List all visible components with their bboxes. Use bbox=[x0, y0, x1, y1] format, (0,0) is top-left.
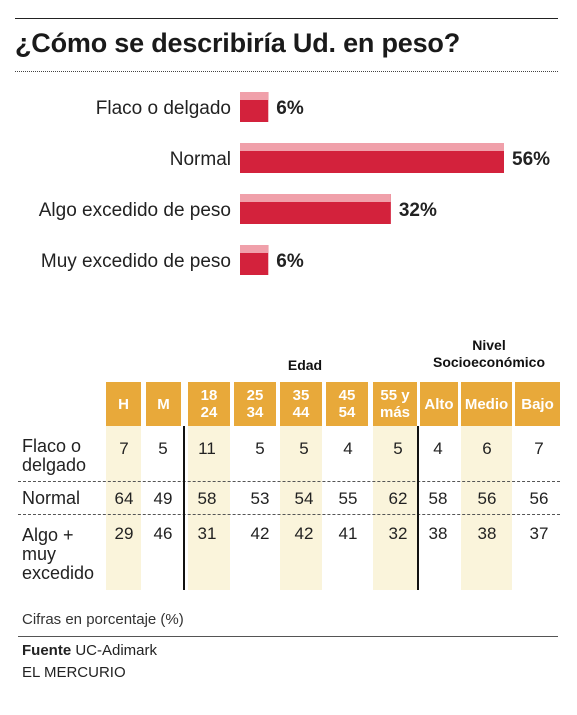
table-cell: 56 bbox=[529, 489, 549, 508]
row-divider bbox=[18, 481, 560, 482]
table-cell: 58 bbox=[197, 489, 217, 508]
table-cell: 42 bbox=[250, 524, 270, 543]
bar-value-label: 56% bbox=[512, 149, 550, 170]
bar-category-label: Algo excedido de peso bbox=[39, 200, 231, 221]
table-cell: 5 bbox=[158, 439, 168, 458]
table-cell: 11 bbox=[198, 439, 216, 458]
table-cell: 37 bbox=[529, 524, 549, 543]
publisher: EL MERCURIO bbox=[22, 664, 126, 681]
column-header-25-34: 25 34 bbox=[234, 382, 276, 426]
table-cell: 62 bbox=[388, 489, 408, 508]
bar-highlight bbox=[240, 92, 269, 100]
row-label-normal: Normal bbox=[22, 488, 81, 508]
bar-chart: Flaco o delgado 6% Normal 56% Algo excedido … bbox=[39, 92, 550, 275]
bar-highlight bbox=[240, 245, 269, 253]
column-header-18-24: 18 24 bbox=[188, 382, 230, 426]
row-label-excedido: Algo + muy excedido bbox=[22, 525, 95, 583]
table-cell: 64 bbox=[114, 489, 134, 508]
table-cell: 5 bbox=[255, 439, 265, 458]
group-header-edad: Edad bbox=[287, 357, 323, 373]
column-header-alto: Alto bbox=[420, 382, 458, 426]
table-cell: 38 bbox=[477, 524, 497, 543]
column-header-35-44: 35 44 bbox=[280, 382, 322, 426]
table-cell: 53 bbox=[250, 489, 270, 508]
table-cell: 41 bbox=[338, 524, 358, 543]
page-title: ¿Cómo se describiría Ud. en peso? bbox=[15, 28, 461, 58]
group-divider bbox=[183, 426, 185, 590]
bar-value-label: 32% bbox=[399, 200, 437, 221]
column-header-m: M bbox=[146, 382, 181, 426]
bar-highlight bbox=[240, 143, 504, 151]
column-highlight-18-24 bbox=[188, 426, 230, 590]
footnote: Cifras en porcentaje (%) bbox=[22, 611, 184, 628]
column-highlight-medio bbox=[461, 426, 512, 590]
table-cell: 58 bbox=[428, 489, 448, 508]
column-header-55: 55 y más bbox=[373, 382, 417, 426]
table-cell: 46 bbox=[153, 524, 173, 543]
table-cell: 5 bbox=[393, 439, 403, 458]
column-highlight-h bbox=[106, 426, 141, 590]
table-cell: 54 bbox=[294, 489, 314, 508]
table-cell: 38 bbox=[428, 524, 448, 543]
table-cell: 29 bbox=[114, 524, 134, 543]
table-cell: 56 bbox=[477, 489, 497, 508]
table-cell: 31 bbox=[197, 524, 217, 543]
table-cell: 7 bbox=[119, 439, 129, 458]
table-cell: 5 bbox=[299, 439, 309, 458]
row-label-flaco: Flaco o delgado bbox=[22, 436, 87, 475]
source-line: Fuente UC-Adimark bbox=[22, 642, 158, 659]
group-header-nivel: Nivel Socioeconómico bbox=[432, 337, 546, 370]
footer-rule bbox=[18, 636, 558, 637]
group-divider bbox=[417, 426, 419, 590]
bar-category-label: Flaco o delgado bbox=[96, 98, 231, 119]
title-divider bbox=[15, 71, 558, 72]
table-cell: 6 bbox=[482, 439, 492, 458]
bar-highlight bbox=[240, 194, 391, 202]
table-cell: 49 bbox=[153, 489, 173, 508]
column-header-bajo: Bajo bbox=[515, 382, 560, 426]
table-cell: 55 bbox=[338, 489, 358, 508]
bar-category-label: Normal bbox=[170, 149, 231, 170]
table-cell: 42 bbox=[294, 524, 314, 543]
table-cell: 4 bbox=[343, 439, 353, 458]
column-highlight-35-44 bbox=[280, 426, 322, 590]
column-header-45-54: 45 54 bbox=[326, 382, 368, 426]
bar-category-label: Muy excedido de peso bbox=[41, 251, 231, 272]
top-rule bbox=[15, 18, 558, 19]
table-cell: 4 bbox=[433, 439, 443, 458]
column-header-medio: Medio bbox=[461, 382, 512, 426]
table-cell: 7 bbox=[534, 439, 544, 458]
column-highlight-55 bbox=[373, 426, 417, 590]
table-cell: 32 bbox=[388, 524, 408, 543]
bar-value-label: 6% bbox=[276, 98, 304, 119]
row-divider bbox=[18, 514, 560, 515]
column-header-h: H bbox=[106, 382, 141, 426]
bar-value-label: 6% bbox=[276, 251, 304, 272]
